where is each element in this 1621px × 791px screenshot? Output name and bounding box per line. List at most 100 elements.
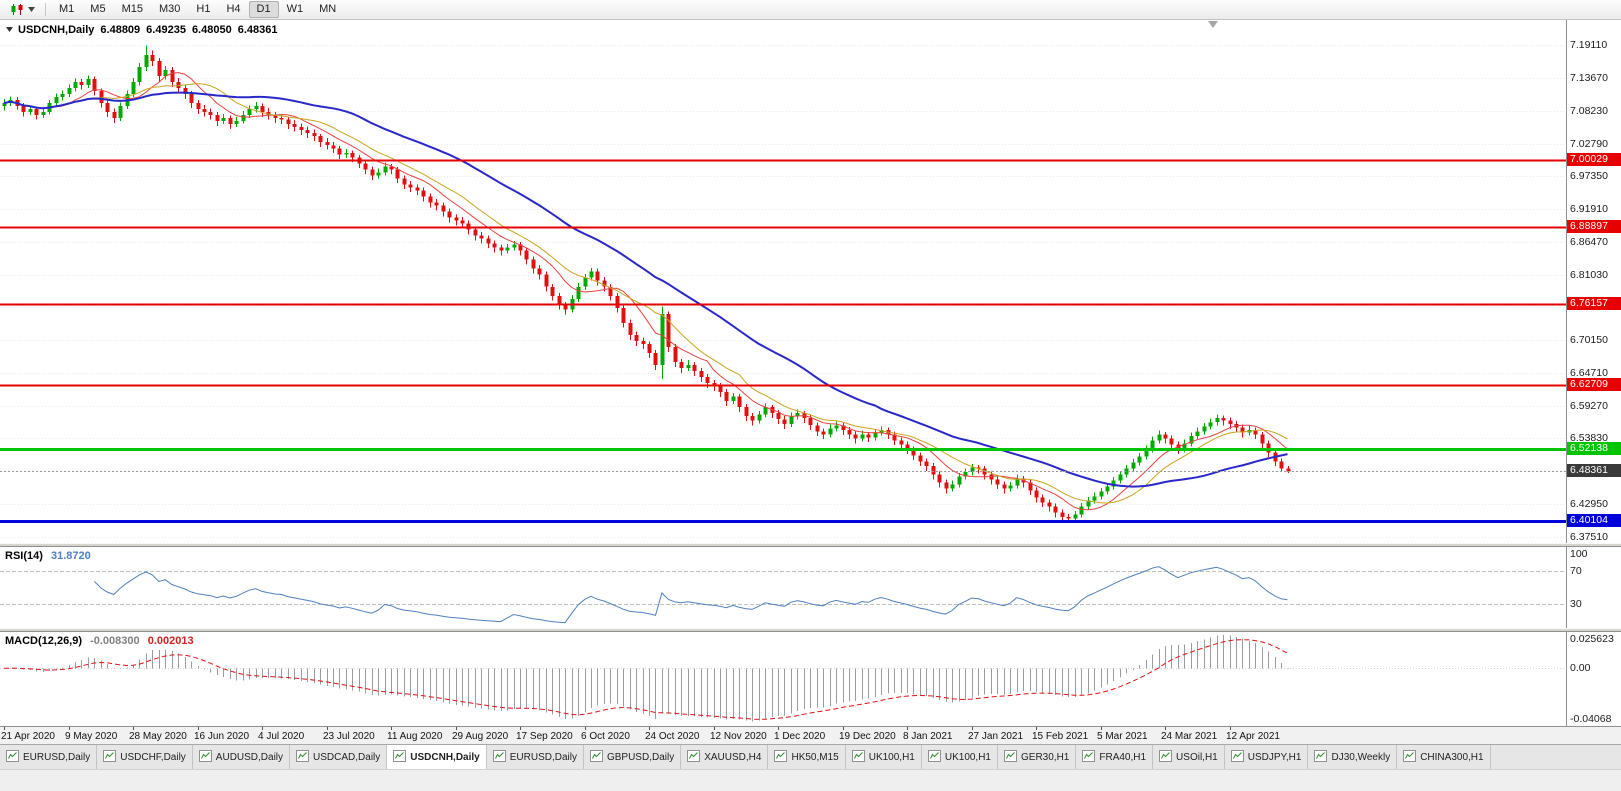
timeframe-button-w1[interactable]: W1 bbox=[286, 3, 304, 15]
time-tick bbox=[585, 727, 586, 730]
chart-tab-eurusd-daily[interactable]: EURUSD,Daily bbox=[0, 745, 98, 769]
toolbar-separator bbox=[45, 3, 46, 16]
current-price-label: 6.48361 bbox=[1567, 464, 1621, 477]
date-label: 29 Aug 2020 bbox=[452, 731, 509, 742]
chart-tab-usdjpy-h1[interactable]: USDJPY,H1 bbox=[1224, 745, 1309, 769]
time-tick bbox=[69, 727, 70, 730]
date-label: 24 Oct 2020 bbox=[645, 731, 700, 742]
price-grid-label: 6.64710 bbox=[1570, 367, 1608, 379]
chart-tab-ger30-h1[interactable]: GER30,H1 bbox=[998, 745, 1077, 769]
chart-tab-icon bbox=[774, 749, 788, 765]
chart-tab-icon bbox=[1403, 749, 1417, 765]
chart-tab-uk100-h1[interactable]: UK100,H1 bbox=[921, 745, 998, 769]
chart-symbol-period: USDCNH,Daily bbox=[18, 24, 95, 36]
chart-tab-label: EURUSD,Daily bbox=[23, 751, 91, 763]
chart-tab-usdcnh-daily[interactable]: USDCNH,Daily bbox=[387, 745, 487, 769]
chart-tab-label: AUDUSD,Daily bbox=[215, 751, 284, 763]
main-chart-canvas[interactable] bbox=[0, 20, 1566, 543]
pane-divider[interactable] bbox=[0, 628, 1621, 632]
price-grid-label: 6.70150 bbox=[1570, 334, 1608, 346]
date-label: 11 Aug 2020 bbox=[387, 731, 443, 742]
time-tick bbox=[133, 727, 134, 730]
rsi-indicator-label: RSI(14) 31.8720 bbox=[5, 550, 96, 562]
price-grid-label: 7.08230 bbox=[1570, 105, 1608, 117]
macd-main-value: -0.008300 bbox=[90, 635, 140, 647]
time-tick bbox=[1230, 727, 1231, 730]
rsi-axis-label: 100 bbox=[1570, 548, 1588, 560]
ohlc-open: 6.48809 bbox=[100, 24, 141, 36]
timeframe-button-m15[interactable]: M15 bbox=[121, 3, 143, 15]
timeframe-button-h1[interactable]: H1 bbox=[196, 3, 211, 15]
macd-indicator-label: MACD(12,26,9) -0.008300 0.002013 bbox=[5, 635, 199, 647]
time-tick bbox=[649, 727, 650, 730]
time-axis[interactable]: 21 Apr 2020 9 May 2020 28 May 2020 16 Jun 2… bbox=[0, 726, 1621, 744]
chart-tab-label: USDCNH,Daily bbox=[410, 751, 480, 763]
rsi-indicator-canvas[interactable] bbox=[0, 547, 1566, 628]
chart-tab-icon bbox=[1004, 749, 1017, 765]
macd-signal-value: 0.002013 bbox=[147, 635, 194, 647]
price-grid-label: 6.86470 bbox=[1570, 236, 1608, 248]
date-label: 6 Oct 2020 bbox=[581, 731, 630, 742]
chart-tab-icon bbox=[103, 749, 117, 765]
chart-tab-dj30-weekly[interactable]: DJ30,Weekly bbox=[1308, 745, 1398, 769]
ohlc-high: 6.49235 bbox=[146, 24, 186, 36]
date-label: 27 Jan 2021 bbox=[968, 731, 1024, 742]
timeframe-button-d1[interactable]: D1 bbox=[248, 1, 279, 18]
chart-tab-label: USDCAD,Daily bbox=[313, 751, 381, 763]
time-tick bbox=[1036, 727, 1037, 730]
timeframe-button-h4[interactable]: H4 bbox=[226, 3, 241, 15]
macd-name: MACD(12,26,9) bbox=[5, 635, 83, 647]
timeframe-button-m5[interactable]: M5 bbox=[90, 3, 106, 15]
chart-tab-usoil-h1[interactable]: USOil,H1 bbox=[1153, 745, 1225, 769]
timeframe-button-mn[interactable]: MN bbox=[319, 3, 337, 15]
time-tick bbox=[1101, 727, 1102, 730]
pane-divider[interactable] bbox=[0, 543, 1621, 547]
chart-tab-icon bbox=[1082, 749, 1096, 765]
date-label: 21 Apr 2020 bbox=[1, 731, 55, 742]
date-label: 12 Nov 2020 bbox=[710, 731, 767, 742]
timeframe-toolbar: M1 M5 M15 M30 H1 H4 D1 W1 MN bbox=[0, 0, 1621, 20]
time-tick bbox=[907, 727, 908, 730]
chart-tab-eurusd-daily[interactable]: EURUSD,Daily bbox=[486, 745, 584, 769]
price-axis[interactable]: 7.19110 7.13670 7.08230 7.02790 6.97350 6.919… bbox=[1567, 20, 1621, 726]
chart-tab-icon bbox=[1230, 749, 1244, 765]
ohlc-close: 6.48361 bbox=[237, 24, 278, 36]
date-label: 1 Dec 2020 bbox=[774, 731, 826, 742]
timeframe-button-m30[interactable]: M30 bbox=[158, 3, 181, 15]
date-label: 15 Feb 2021 bbox=[1032, 731, 1089, 742]
price-grid-label: 7.19110 bbox=[1570, 39, 1608, 51]
chart-tab-hk50-m15[interactable]: HK50,M15 bbox=[768, 745, 846, 769]
chart-title: USDCNH,Daily 6.48809 6.49235 6.48050 6.4… bbox=[5, 24, 283, 36]
time-tick bbox=[520, 727, 521, 730]
timeframe-button-group: M1 M5 M15 M30 H1 H4 D1 W1 MN bbox=[51, 1, 344, 18]
timeframe-button-m1[interactable]: M1 bbox=[59, 3, 75, 15]
macd-axis-label: 0.00 bbox=[1570, 662, 1591, 674]
chart-tab-xauusd-h4[interactable]: XAUUSD,H4 bbox=[681, 745, 769, 769]
chart-tab-icon bbox=[589, 749, 603, 765]
chart-tab-audusd-daily[interactable]: AUDUSD,Daily bbox=[192, 745, 291, 769]
price-grid-label: 6.59270 bbox=[1570, 400, 1608, 412]
chart-tab-icon bbox=[1314, 749, 1328, 765]
chart-window: USDCNH,Daily 6.48809 6.49235 6.48050 6.4… bbox=[0, 20, 1621, 744]
chart-tab-uk100-h1[interactable]: UK100,H1 bbox=[845, 745, 922, 769]
price-grid-label: 7.13670 bbox=[1570, 72, 1608, 84]
rsi-value: 31.8720 bbox=[50, 550, 91, 562]
chart-tab-usdchf-daily[interactable]: USDCHF,Daily bbox=[97, 745, 193, 769]
chart-tab-icon bbox=[198, 749, 212, 765]
one-click-trading-toggle[interactable] bbox=[5, 24, 14, 36]
chart-tab-icon bbox=[687, 749, 701, 765]
chart-tab-usdcad-daily[interactable]: USDCAD,Daily bbox=[290, 745, 388, 769]
chart-tab-label: UK100,H1 bbox=[868, 751, 915, 763]
chart-tab-label: FRA40,H1 bbox=[1099, 751, 1147, 763]
chart-type-button[interactable] bbox=[4, 2, 40, 17]
hline-price-label: 7.00029 bbox=[1567, 153, 1621, 166]
macd-indicator-canvas[interactable] bbox=[0, 632, 1566, 726]
chart-tab-fra40-h1[interactable]: FRA40,H1 bbox=[1076, 745, 1154, 769]
time-tick bbox=[843, 727, 844, 730]
hline-price-label: 6.62709 bbox=[1567, 378, 1621, 391]
chart-tab-gbpusd-daily[interactable]: GBPUSD,Daily bbox=[583, 745, 682, 769]
chart-tab-china300-h1[interactable]: CHINA300,H1 bbox=[1397, 745, 1491, 769]
chart-tab-label: USOil,H1 bbox=[1176, 751, 1218, 763]
macd-axis-label: 0.025623 bbox=[1570, 633, 1614, 645]
